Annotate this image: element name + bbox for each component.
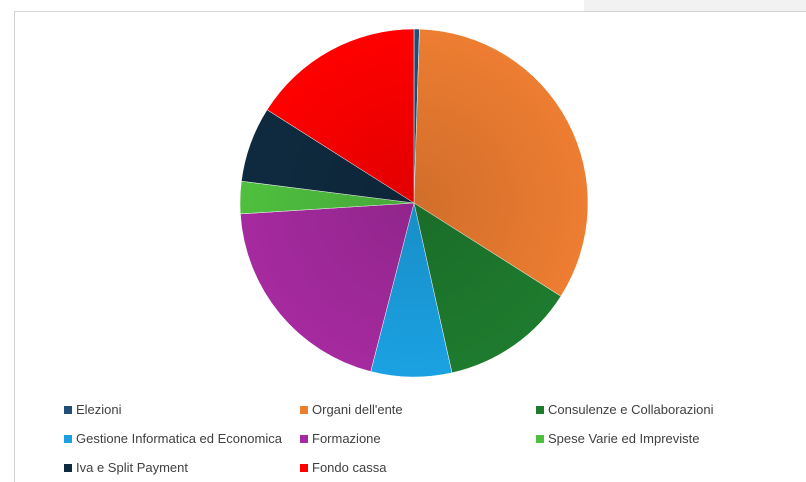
pie-shading (240, 29, 588, 377)
pie-slices (239, 28, 589, 378)
